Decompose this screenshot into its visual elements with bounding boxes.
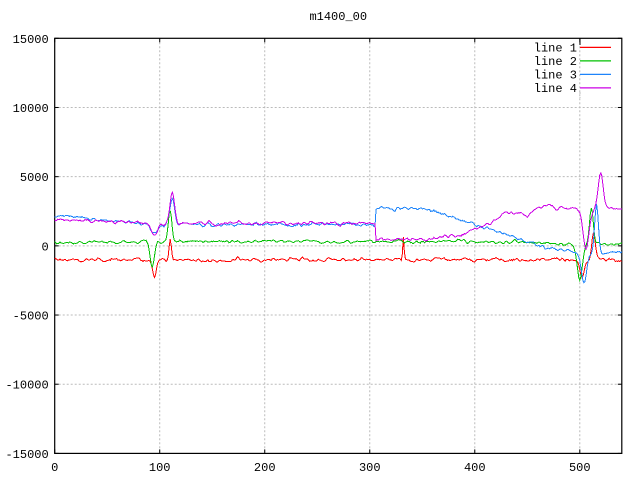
svg-text:500: 500	[569, 461, 591, 475]
svg-text:-10000: -10000	[5, 379, 48, 393]
svg-text:10000: 10000	[13, 102, 49, 116]
svg-text:line 4: line 4	[534, 82, 577, 96]
svg-text:200: 200	[254, 461, 276, 475]
svg-text:line 2: line 2	[534, 55, 577, 69]
svg-text:300: 300	[359, 461, 381, 475]
svg-text:100: 100	[149, 461, 171, 475]
svg-text:0: 0	[41, 240, 48, 254]
svg-text:400: 400	[464, 461, 486, 475]
svg-text:-5000: -5000	[13, 310, 49, 324]
svg-text:m1400_00: m1400_00	[309, 10, 367, 24]
svg-text:5000: 5000	[20, 171, 49, 185]
svg-text:line 1: line 1	[534, 41, 577, 55]
svg-text:-15000: -15000	[5, 448, 48, 462]
svg-text:15000: 15000	[13, 33, 49, 47]
svg-text:line 3: line 3	[534, 68, 577, 82]
svg-text:0: 0	[51, 461, 58, 475]
